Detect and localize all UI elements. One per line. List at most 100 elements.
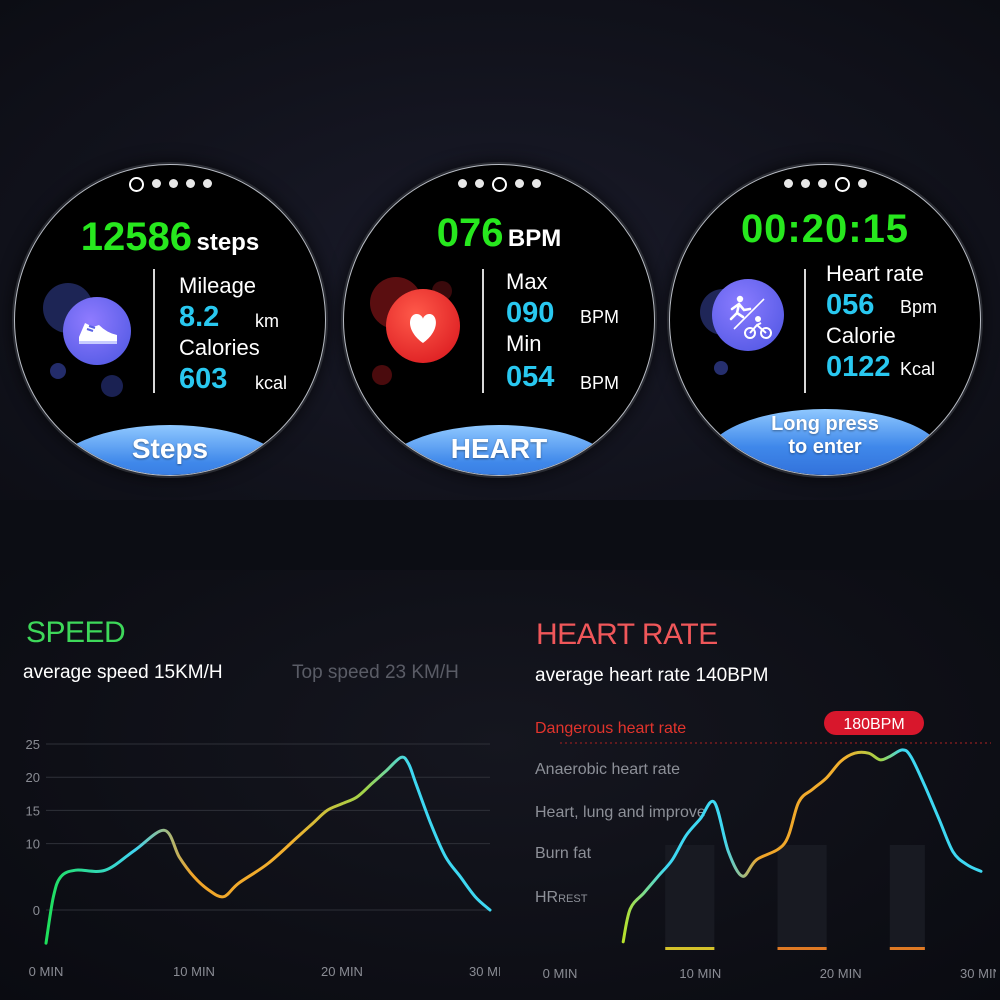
page-dot [783, 179, 793, 188]
x-tick-label: 20 MIN [820, 966, 862, 981]
page-dot-active [128, 177, 144, 192]
y-tick-label: 15 [26, 803, 40, 818]
decor-bubble [50, 363, 66, 379]
watch-sport-screen[interactable]: 00:20:15 Heart rate 056 Bpm Calorie 0122… [669, 164, 981, 476]
page-dot [457, 179, 467, 188]
heart-rate-label: Heart rate [826, 261, 924, 286]
bpm-value: 076 [436, 211, 504, 255]
heart-rate-unit: Bpm [900, 297, 938, 317]
page-dot [514, 179, 524, 188]
mileage-label: Mileage [179, 273, 257, 298]
zone-label-anaerobic: Anaerobic heart rate [535, 761, 680, 778]
y-tick-label: 25 [26, 737, 40, 752]
mileage-unit: km [255, 311, 279, 331]
page-dot [817, 179, 827, 188]
watch-heart-screen[interactable]: 076 BPM Max 090 BPM Min 054 BPM HEART [343, 164, 655, 476]
x-tick-label: 0 MIN [543, 966, 578, 981]
page-dot [800, 179, 810, 188]
zone-label-danger: Dangerous heart rate [535, 720, 686, 737]
steps-count: 12586 [80, 215, 193, 259]
page-indicator [670, 177, 980, 192]
decor-bubble [714, 361, 728, 375]
zone-label-improve: Heart, lung and improve [535, 804, 706, 821]
long-press-label: Long press to enter [705, 413, 945, 459]
calorie-unit: Kcal [900, 359, 936, 379]
page-dot [857, 179, 867, 188]
min-value: 054 [506, 361, 555, 393]
page-indicator [15, 177, 325, 192]
zone-highlight-column [889, 845, 925, 950]
average-speed: average speed 15KM/H [23, 662, 223, 683]
page-indicator [344, 177, 654, 192]
steps-banner[interactable]: Steps [50, 425, 290, 475]
x-tick-label: 20 MIN [321, 964, 363, 979]
steps-banner-label: Steps [131, 433, 209, 464]
bpm-row: 076 BPM [344, 211, 654, 256]
zone-label-rest: HRREST [535, 889, 588, 906]
speed-title: SPEED [26, 616, 126, 649]
heart-rate-chart: Dangerous heart rate Anaerobic heart rate… [535, 711, 996, 981]
peak-badge [824, 711, 924, 735]
page-dot [151, 179, 161, 188]
peak-badge-label: 180BPM [843, 716, 904, 733]
y-tick-label: 10 [26, 837, 40, 852]
x-tick-label: 30 MIN [469, 964, 500, 979]
heart-icon [386, 289, 460, 363]
heart-banner[interactable]: HEART [379, 425, 619, 475]
heart-rate-series-line [621, 748, 983, 944]
calories-value: 603 [179, 363, 228, 395]
zone-highlight-bar [777, 947, 827, 950]
bpm-unit: BPM [507, 225, 562, 252]
divider [153, 269, 155, 393]
page-dot-active [491, 177, 507, 192]
steps-count-row: 12586 steps [15, 215, 325, 260]
steps-unit: steps [196, 229, 260, 256]
long-press-banner[interactable]: Long press to enter [705, 409, 945, 475]
divider [482, 269, 484, 393]
min-label: Min [506, 331, 542, 356]
zone-highlight-column [665, 845, 715, 950]
long-press-line2: to enter [788, 436, 862, 458]
zone-highlight-column [777, 845, 827, 950]
max-value: 090 [506, 297, 555, 329]
heart-rate-value: 056 [826, 289, 875, 321]
x-tick-label: 10 MIN [679, 966, 721, 981]
x-tick-label: 0 MIN [29, 964, 64, 979]
watch-steps-screen[interactable]: 12586 steps Mileage 8.2 km Calories 603 … [14, 164, 326, 476]
heart-banner-label: HEART [450, 433, 548, 464]
heart-rate-title: HEART RATE [536, 618, 718, 651]
y-tick-label: 0 [33, 903, 40, 918]
calorie-value: 0122 [826, 351, 891, 383]
run-bike-icon [712, 279, 784, 351]
page-dot [474, 179, 484, 188]
zone-label-burn: Burn fat [535, 845, 592, 862]
average-heart-rate: average heart rate 140BPM [535, 665, 769, 686]
x-tick-label: 30 MIN [960, 966, 996, 981]
charts-background [0, 570, 1000, 1000]
zone-highlight-bar [665, 947, 715, 950]
page-dot [185, 179, 195, 188]
speed-series-line [44, 755, 492, 945]
x-tick-label: 10 MIN [173, 964, 215, 979]
calories-label: Calories [179, 335, 260, 360]
page-dot-active [834, 177, 850, 192]
page-dot [531, 179, 541, 188]
zone-highlight-bar [889, 947, 925, 950]
calories-unit: kcal [255, 373, 288, 393]
decor-bubble [372, 365, 392, 385]
sneaker-icon [63, 297, 131, 365]
page-dot [168, 179, 178, 188]
y-tick-label: 20 [26, 770, 40, 785]
max-label: Max [506, 269, 548, 294]
max-unit: BPM [580, 307, 620, 327]
calorie-label: Calorie [826, 323, 896, 348]
speed-chart: 25 20 15 10 0 0 MIN 10 MIN 20 MIN 30 MIN [26, 737, 500, 979]
divider [804, 269, 806, 393]
page-dot [202, 179, 212, 188]
min-unit: BPM [580, 373, 620, 393]
mileage-value: 8.2 [179, 301, 220, 333]
workout-timer: 00:20:15 [740, 207, 910, 251]
top-speed: Top speed 23 KM/H [292, 662, 459, 683]
decor-bubble [101, 375, 123, 397]
long-press-line1: Long press [771, 413, 879, 435]
